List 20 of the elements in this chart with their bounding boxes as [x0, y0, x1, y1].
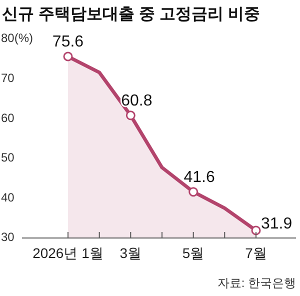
y-tick-label: 60: [1, 110, 15, 125]
chart-title: 신규 주택담보대출 중 고정금리 비중: [2, 6, 260, 23]
y-tick-label: 70: [1, 70, 15, 85]
x-tick-label: 5월: [182, 245, 204, 261]
text: 자료: 한국은행: [217, 276, 296, 290]
point: [188, 187, 198, 197]
data-label: 60.8: [121, 92, 152, 110]
point: [251, 226, 261, 236]
x-tick-label: 7월: [245, 245, 267, 261]
point: [126, 110, 136, 120]
y-tick-label: 30: [1, 230, 15, 244]
x-tick-label: 3월: [120, 245, 142, 261]
point: [63, 52, 73, 62]
data-label: 41.6: [184, 168, 216, 186]
y-tick-label: 50: [1, 150, 15, 165]
y-tick-label: 80(%): [1, 31, 34, 46]
x-tick-label: 2026년 1월: [32, 245, 104, 261]
data-label: 31.9: [261, 215, 292, 232]
y-tick-label: 40: [1, 190, 15, 204]
data-label: 75.6: [52, 34, 84, 51]
